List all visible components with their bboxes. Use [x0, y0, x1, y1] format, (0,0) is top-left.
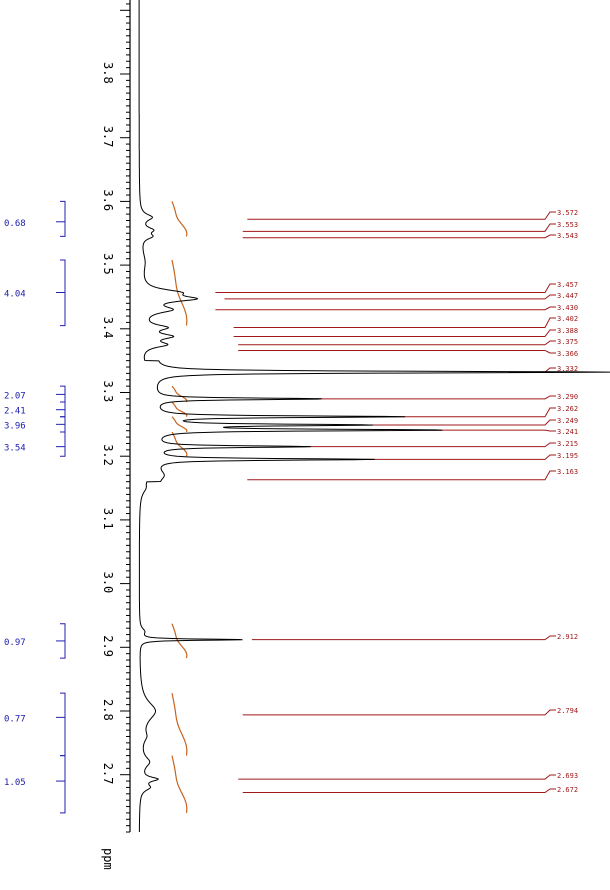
- ppm-axis: 3.8 3.7 3.6 3.5 3.4 3.3 3.2 3.1 3.0 2.9 2.8 2.7: [101, 0, 131, 833]
- integral-bracket: [60, 200, 66, 237]
- peak-leader-line: [215, 283, 556, 293]
- axis-tick-label: 2.8: [101, 699, 115, 721]
- peak-leader-line: [247, 211, 556, 220]
- peak-label: 3.215: [557, 440, 578, 448]
- integral-value-label: 0.68: [4, 219, 26, 229]
- integral-value-label: 2.41: [4, 407, 26, 417]
- peak-label: 3.388: [557, 327, 578, 335]
- peak-label: 3.163: [557, 468, 578, 476]
- peak-label: 3.241: [557, 428, 578, 436]
- integral-curve: [171, 201, 188, 237]
- integral-brackets: 0.68 4.04 2.07 2.41 3.96 3.54 0.97 0.77 1.05: [4, 200, 66, 814]
- spectrum-trace: [138, 0, 610, 833]
- axis-tick-label: 3.6: [101, 189, 115, 211]
- peak-leader-line: [224, 294, 556, 300]
- peak-label: 3.366: [557, 350, 578, 358]
- integral-bracket: [60, 431, 66, 457]
- peak-label: 3.249: [557, 417, 578, 425]
- integral-curve: [171, 259, 188, 326]
- peak-leader-line: [365, 454, 556, 460]
- peak-label: 3.457: [557, 281, 578, 289]
- peak-label: 3.332: [557, 365, 578, 373]
- integral-value-label: 3.54: [4, 444, 26, 454]
- integral-value-label: 0.77: [4, 714, 26, 724]
- peak-leader-line: [215, 306, 556, 311]
- peak-leader-line: [242, 709, 556, 716]
- integral-value-label: 0.97: [4, 638, 26, 648]
- axis-tick-label: 3.5: [101, 253, 115, 275]
- integral-value-label: 1.05: [4, 778, 26, 788]
- peak-label: 3.447: [557, 292, 578, 300]
- peak-leader-line: [302, 442, 556, 448]
- axis-tick-label: 2.9: [101, 635, 115, 657]
- integral-curves: [171, 201, 188, 813]
- peak-label: 3.375: [557, 338, 578, 346]
- integral-curve: [171, 416, 188, 433]
- peak-label: 2.794: [557, 707, 578, 715]
- peak-label: 3.402: [557, 315, 578, 323]
- axis-tick-label: 2.7: [101, 763, 115, 785]
- peak-leader-line: [242, 234, 556, 239]
- peak-label: 3.543: [557, 232, 578, 240]
- peak-label: 2.693: [557, 772, 578, 780]
- peak-labels: 3.572 3.553 3.543 3.457 3.447 3.430 3.402 3.388…: [215, 209, 578, 794]
- peak-leader-line: [242, 223, 556, 232]
- peak-leader-line: [393, 407, 556, 418]
- peak-leader-line: [238, 349, 556, 354]
- peak-leader-line: [238, 340, 556, 346]
- peak-label: 3.553: [557, 221, 578, 229]
- peak-leader-line: [429, 429, 556, 432]
- peak-leader-line: [352, 419, 556, 426]
- peak-label: 2.672: [557, 786, 578, 794]
- integral-curve: [171, 693, 188, 756]
- axis-tick-label: 3.1: [101, 508, 115, 530]
- axis-tick-label: 3.4: [101, 317, 115, 339]
- peak-label: 3.430: [557, 304, 578, 312]
- peak-leader-line: [251, 635, 556, 641]
- peak-label: 3.195: [557, 452, 578, 460]
- integral-bracket: [60, 755, 66, 814]
- peak-leader-line: [233, 317, 556, 329]
- peak-label: 3.290: [557, 393, 578, 401]
- peak-label: 2.912: [557, 633, 578, 641]
- peak-label: 3.572: [557, 209, 578, 217]
- integral-value-label: 3.96: [4, 421, 26, 431]
- integral-curve: [171, 385, 188, 403]
- peak-leader-line: [242, 788, 556, 794]
- peak-leader-line: [233, 329, 556, 337]
- integral-value-label: 4.04: [4, 289, 26, 299]
- peak-label: 3.262: [557, 405, 578, 413]
- axis-tick-label: 3.7: [101, 126, 115, 148]
- integral-curve: [171, 755, 188, 813]
- peak-leader-line: [247, 470, 556, 481]
- peak-leader-line: [315, 395, 556, 400]
- axis-tick-label: 3.3: [101, 381, 115, 403]
- axis-tick-label: 3.8: [101, 62, 115, 84]
- axis-tick-label: 3.0: [101, 572, 115, 594]
- axis-label-ppm: ppm: [101, 848, 115, 870]
- integral-bracket: [60, 692, 66, 757]
- peak-leader-line: [238, 774, 556, 780]
- integral-curve: [171, 401, 188, 417]
- integral-value-label: 2.07: [4, 391, 26, 401]
- axis-tick-label: 3.2: [101, 444, 115, 466]
